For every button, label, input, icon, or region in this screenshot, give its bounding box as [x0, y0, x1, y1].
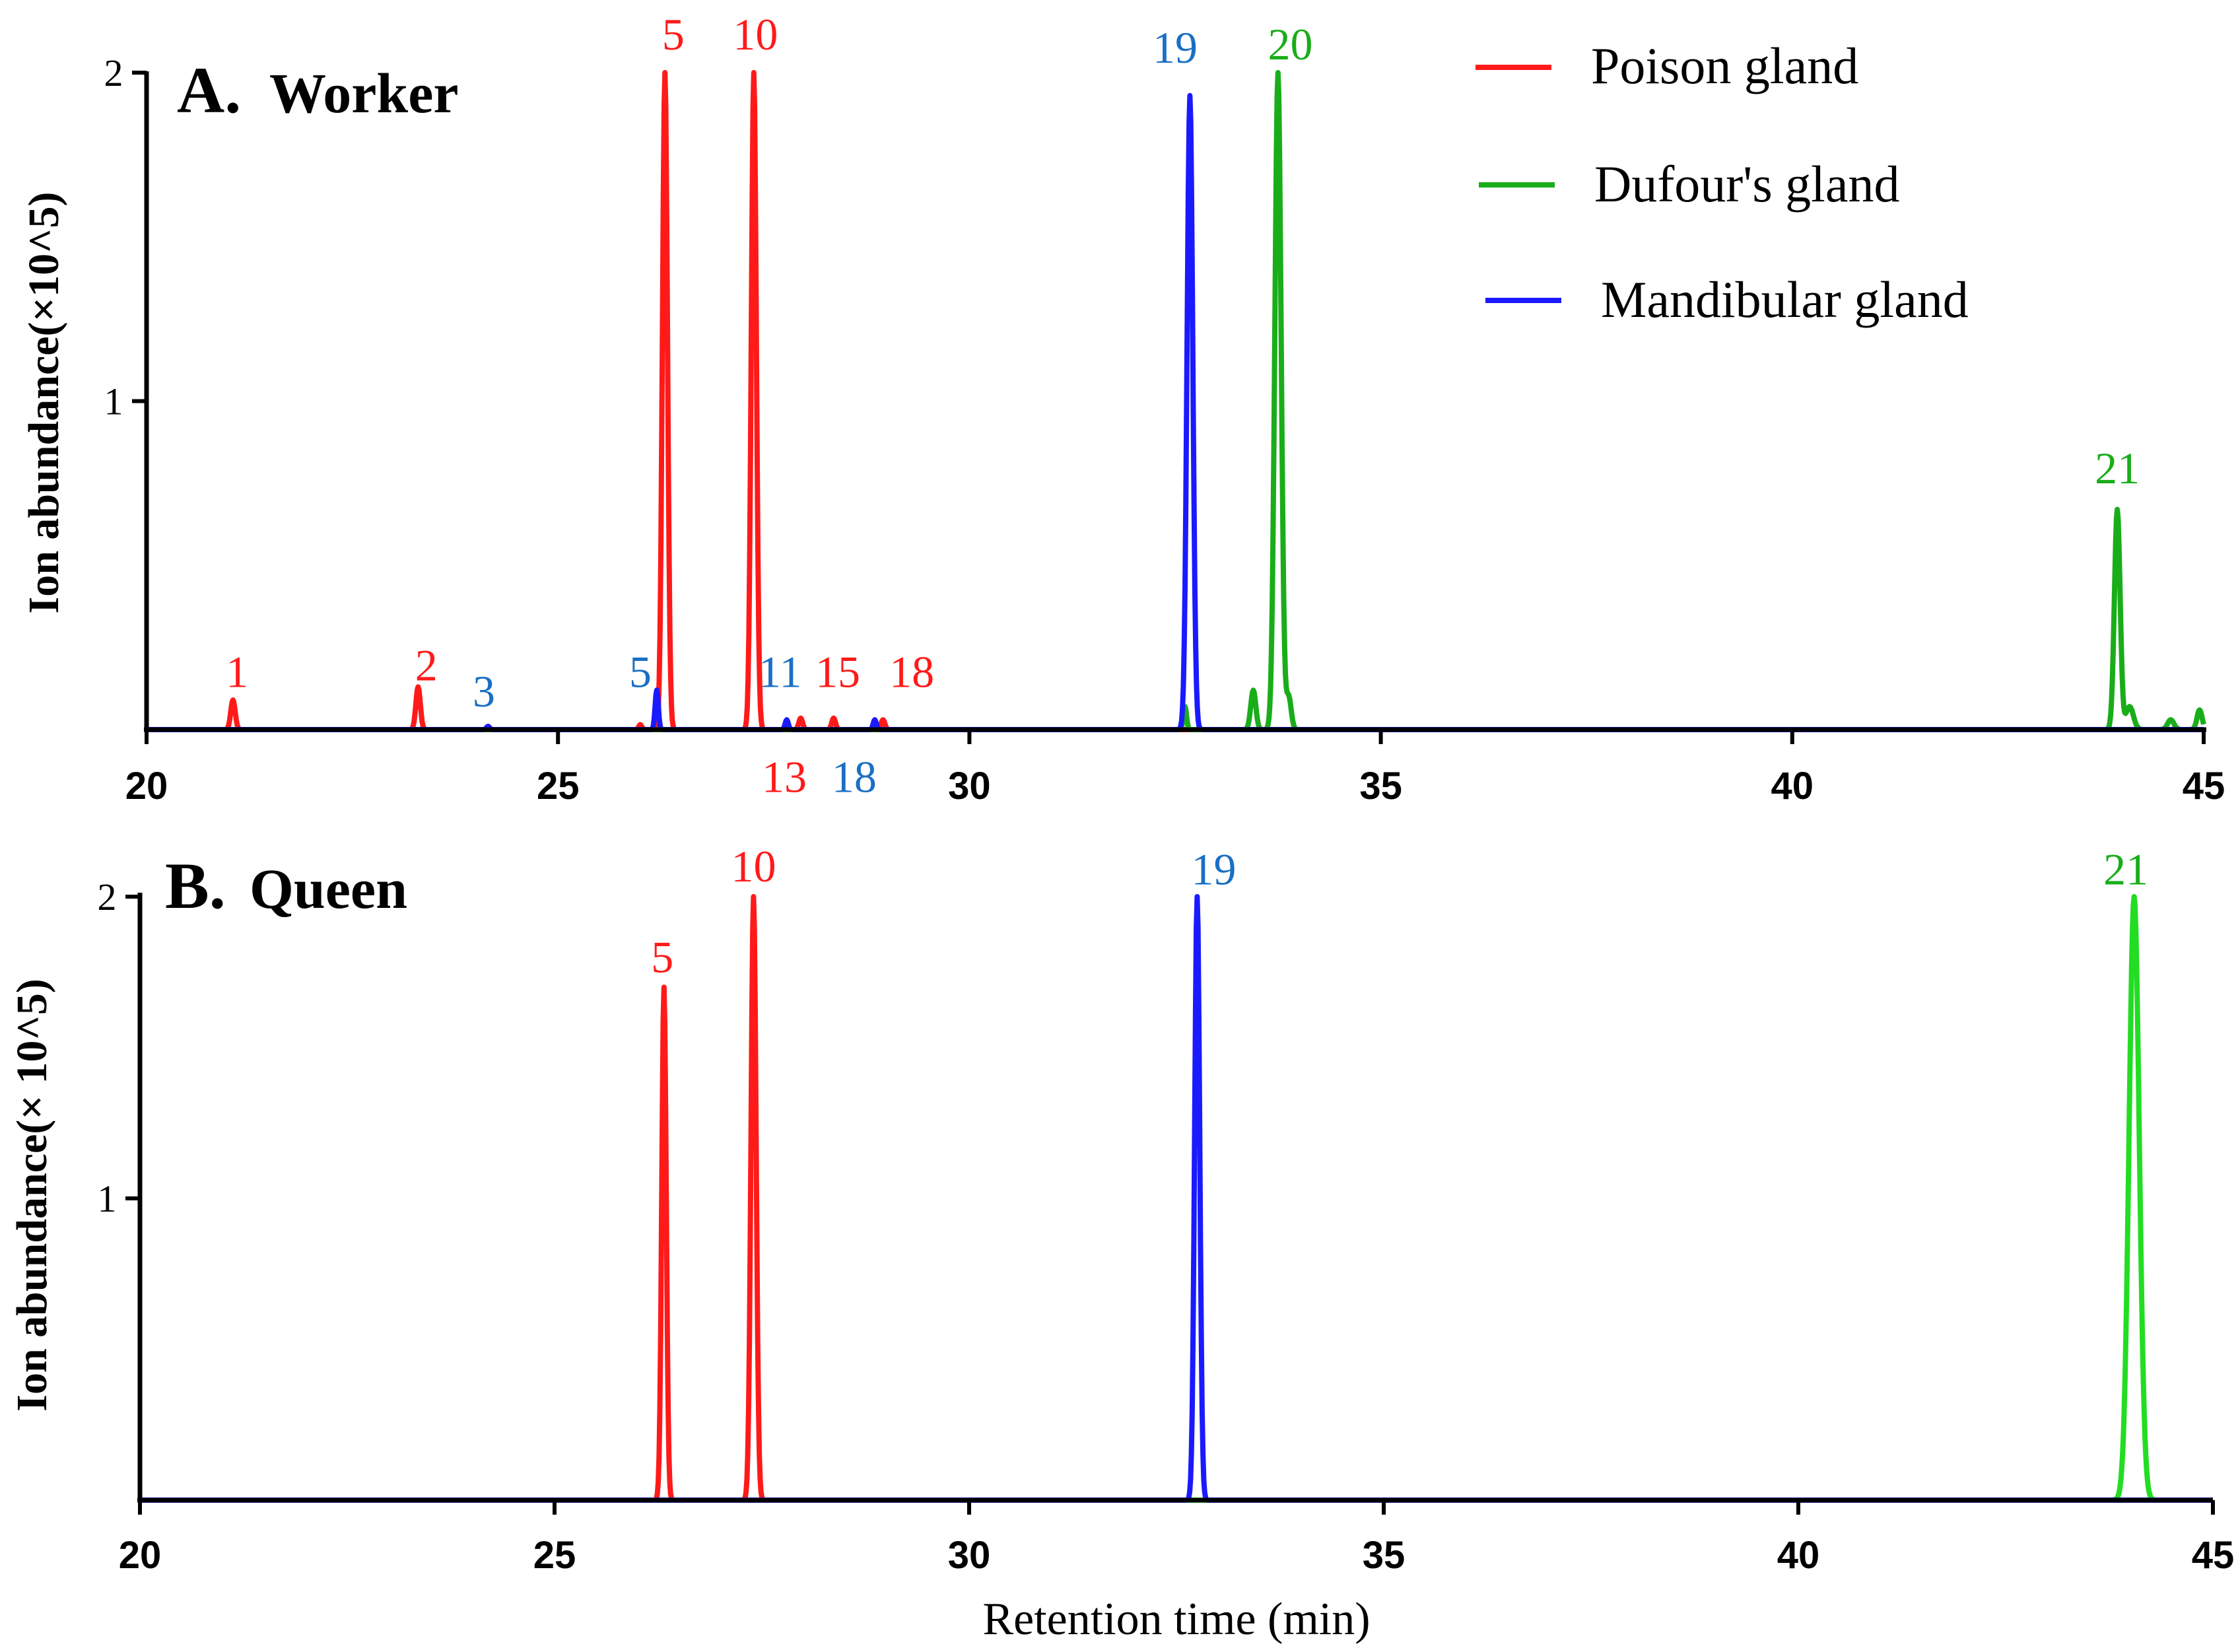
panel-b-peak-label: 21	[2103, 844, 2148, 895]
panel-b-xlabel: Retention time (min)	[982, 1594, 1370, 1645]
panel-b-ylabel: Ion abundance(× 10^5)	[8, 979, 56, 1411]
panel-a-xtick-label: 40	[1771, 765, 1814, 808]
panel-a-peak-label: 18	[832, 752, 877, 802]
panel-b-queen: 20 25 30 35 40 45 1 2 5 10 19 21 B. Queen Ion abun…	[8, 841, 2234, 1645]
panel-a-xtick-label: 20	[125, 765, 168, 808]
panel-b-letter: B.	[165, 849, 226, 922]
panel-a-title: Worker	[269, 61, 459, 125]
panel-b-peak-label: 19	[1192, 844, 1237, 895]
legend-label-poison-gland: Poison gland	[1591, 37, 1858, 94]
panel-a-ytick-label: 2	[104, 52, 123, 94]
panel-b-title: Queen	[250, 857, 407, 920]
panel-a-peak-label: 18	[889, 646, 934, 697]
panel-a-peak-label: 1	[226, 646, 248, 697]
panel-a-peak-label: 10	[733, 9, 778, 59]
legend-label-mandibular-gland: Mandibular gland	[1601, 271, 1969, 328]
panel-a-peak-label: 15	[815, 646, 860, 697]
panel-b-xtick-label: 20	[119, 1534, 162, 1577]
panel-a-peak-label: 3	[473, 666, 495, 716]
panel-b-xtick-label: 40	[1777, 1534, 1820, 1577]
panel-a-peak-label: 21	[2095, 443, 2140, 493]
panel-a-peak-label: 13	[762, 752, 807, 802]
panel-b-ytick-label: 1	[98, 1177, 117, 1220]
panel-a-xtick-label: 45	[2183, 765, 2225, 808]
panel-b-xtick-label: 25	[533, 1534, 576, 1577]
panel-a-ylabel: Ion abundance(×10^5)	[20, 192, 68, 614]
panel-a-letter: A.	[177, 53, 241, 127]
panel-a-peak-label: 20	[1268, 19, 1312, 69]
panel-b-xtick-label: 35	[1363, 1534, 1406, 1577]
panel-b-ticks: 20 25 30 35 40 45 1 2	[98, 876, 2235, 1577]
panel-a-peak-label: 5	[629, 646, 652, 697]
panel-a-peak-label: 5	[662, 9, 685, 59]
panel-a-peak-label: 2	[415, 640, 438, 690]
panel-a-peak-labels: 1 23 5 5 10 11 15 18 13 18 19 20 21	[226, 9, 2140, 802]
panel-b-xtick-label: 30	[948, 1534, 991, 1577]
panel-b-peak-labels: 5 10 19 21	[651, 841, 2148, 982]
panel-a-xtick-label: 35	[1359, 765, 1402, 808]
panel-b-xtick-label: 45	[2192, 1534, 2235, 1577]
panel-a-ytick-label: 1	[104, 380, 123, 423]
panel-a-peak-label: 19	[1153, 22, 1198, 73]
legend-label-dufours-gland: Dufour's gland	[1594, 155, 1899, 213]
panel-a-xtick-label: 30	[948, 765, 991, 808]
panel-a-peak-label: 11	[759, 646, 801, 697]
panel-a-xtick-label: 25	[537, 765, 580, 808]
panel-b-ytick-label: 2	[98, 876, 117, 918]
panel-b-peak-label: 5	[651, 932, 673, 982]
legend: Poison gland Dufour's gland Mandibular g…	[1475, 37, 1969, 328]
panel-b-peak-label: 10	[731, 841, 776, 891]
